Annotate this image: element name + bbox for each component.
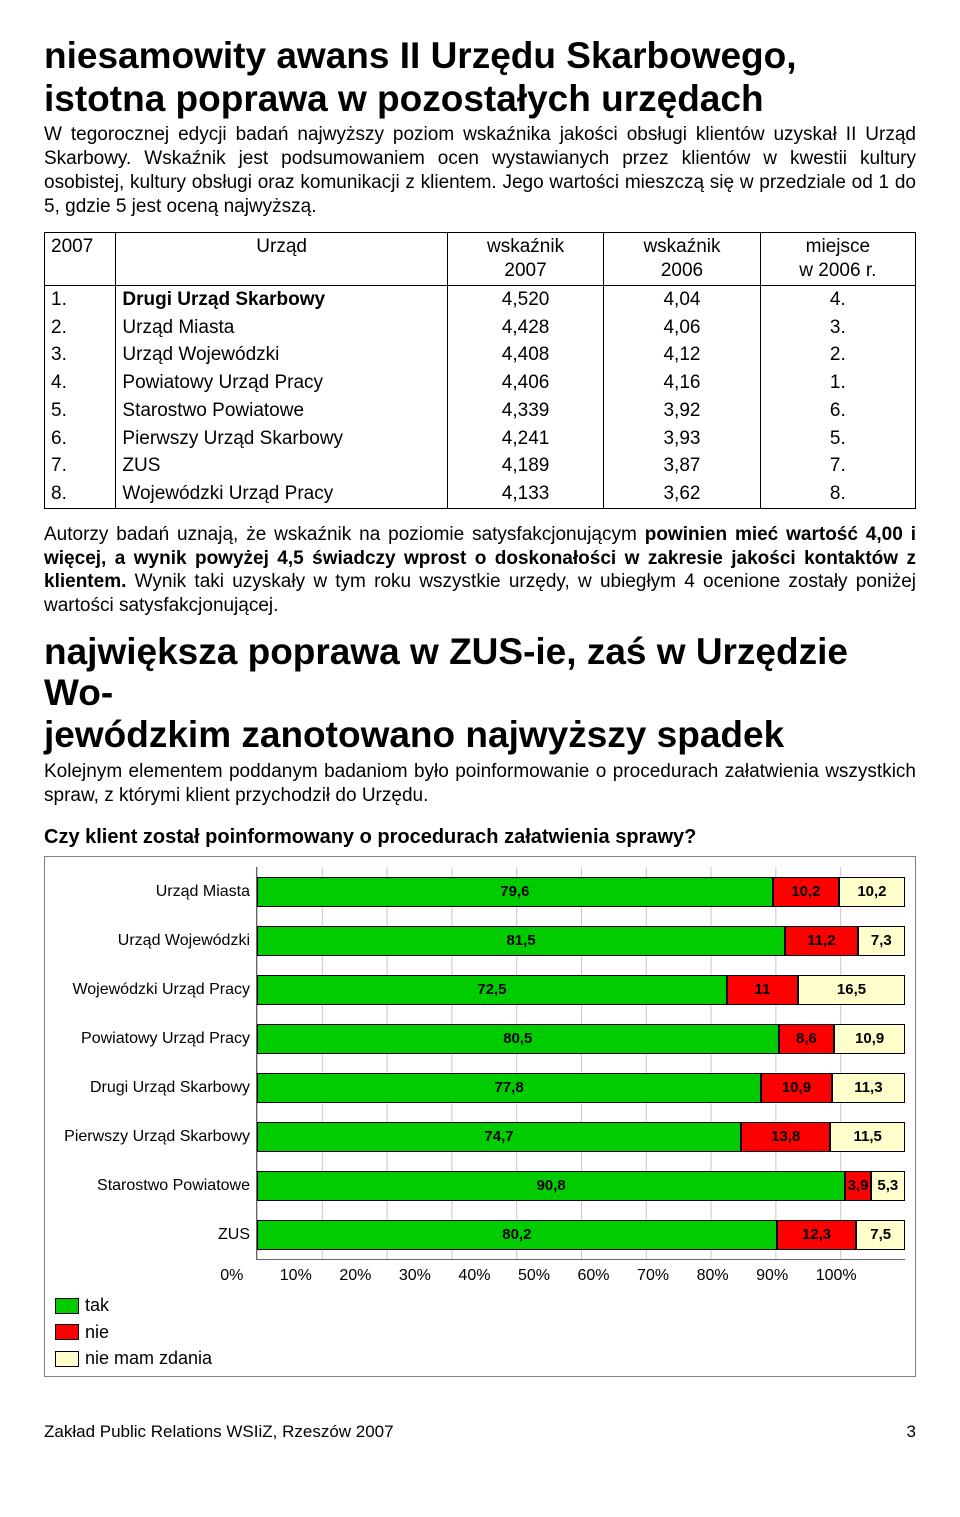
chart-bar: 90,83,95,3 [257,1171,905,1201]
table-row: 8.Wojewódzki Urząd Pracy4,1333,628. [45,480,916,508]
page-footer: Zakład Public Relations WSIiZ, Rzeszów 2… [44,1421,916,1442]
table-row: 5.Starostwo Powiatowe4,3393,926. [45,397,916,425]
heading-1-line2: istotna poprawa w pozostałych urzędach [44,79,916,120]
legend-swatch [55,1298,79,1314]
chart-question: Czy klient został poinformowany o proced… [44,825,916,850]
table-header: 2007 Urząd wskaźnik 2007 wskaźnik 2006 m… [45,233,916,286]
chart-x-tick: 30% [399,1266,459,1286]
ranking-table: 2007 Urząd wskaźnik 2007 wskaźnik 2006 m… [44,232,916,509]
chart-category-label: ZUS [218,1210,250,1259]
th-year: 2007 [45,233,116,286]
chart-category-label: Wojewódzki Urząd Pracy [72,965,250,1014]
th-index-2007: wskaźnik 2007 [447,233,603,286]
chart-bar-segment: 11 [727,975,798,1005]
legend-label: nie mam zdania [85,1347,212,1370]
chart-legend-item: nie mam zdania [55,1347,905,1370]
legend-swatch [55,1351,79,1367]
chart-bar: 74,713,811,5 [257,1122,905,1152]
heading-1-line1: niesamowity awans II Urzędu Skarbowego, [44,36,916,77]
table-row: 3.Urząd Wojewódzki4,4084,122. [45,341,916,369]
chart-bar-segment: 10,9 [834,1024,905,1054]
chart-bar-segment: 72,5 [257,975,727,1005]
chart-bar-segment: 80,5 [257,1024,779,1054]
chart-bar-segment: 13,8 [741,1122,830,1152]
legend-label: tak [85,1294,109,1317]
chart-bar: 80,212,37,5 [257,1220,905,1250]
chart-category-label: Urząd Miasta [156,867,250,916]
chart-x-tick: 90% [756,1266,816,1286]
chart-bar-segment: 16,5 [798,975,905,1005]
th-index-2006: wskaźnik 2006 [604,233,760,286]
paragraph-1: W tegorocznej edycji badań najwyższy poz… [44,123,916,218]
chart-x-tick: 60% [578,1266,638,1286]
chart-x-tick: 20% [339,1266,399,1286]
chart-legend-item: nie [55,1321,905,1344]
chart-bar-segment: 10,2 [839,877,905,907]
chart-bar: 79,610,210,2 [257,877,905,907]
chart-bar-segment: 11,5 [830,1122,905,1152]
paragraph-2: Autorzy badań uznają, że wskaźnik na poz… [44,523,916,618]
chart-bar: 81,511,27,3 [257,926,905,956]
chart-bar-segment: 12,3 [777,1220,857,1250]
footer-page-number: 3 [907,1421,916,1442]
paragraph-3: Kolejnym elementem poddanym badaniom był… [44,760,916,808]
chart-bar-segment: 81,5 [257,926,785,956]
chart-plot-area: 79,610,210,281,511,27,372,51116,580,58,6… [256,867,905,1260]
chart-legend: tak nie nie mam zdania [55,1294,905,1370]
chart-x-tick: 40% [458,1266,518,1286]
chart-bar-segment: 10,9 [761,1073,832,1103]
chart-bar-segment: 77,8 [257,1073,761,1103]
chart-bar-segment: 5,3 [871,1171,905,1201]
chart-bar: 77,810,911,3 [257,1073,905,1103]
chart-bar: 80,58,610,9 [257,1024,905,1054]
chart-x-tick: 70% [637,1266,697,1286]
table-row: 7.ZUS4,1893,877. [45,452,916,480]
heading-2-line2: jewódzkim zanotowano najwyższy spadek [44,715,916,756]
chart-x-tick: 100% [816,1266,876,1286]
chart-category-label: Starostwo Powiatowe [97,1161,250,1210]
table-row: 2.Urząd Miasta4,4284,063. [45,314,916,342]
chart-bar-segment: 80,2 [257,1220,777,1250]
chart-y-labels: Urząd MiastaUrząd WojewódzkiWojewódzki U… [55,867,256,1259]
chart-category-label: Drugi Urząd Skarbowy [90,1063,250,1112]
chart-bar-segment: 11,3 [832,1073,905,1103]
chart-bar-segment: 7,3 [858,926,905,956]
chart-bar-segment: 8,6 [779,1024,835,1054]
th-place-2006: miejsce w 2006 r. [760,233,915,286]
chart-x-tick: 0% [220,1266,280,1286]
chart-bar-segment: 90,8 [257,1171,845,1201]
footer-source: Zakład Public Relations WSIiZ, Rzeszów 2… [44,1421,394,1442]
chart-bar-segment: 10,2 [773,877,839,907]
chart-x-tick: 50% [518,1266,578,1286]
table-row: 4.Powiatowy Urząd Pracy4,4064,161. [45,369,916,397]
heading-2-line1: największa poprawa w ZUS-ie, zaś w Urzęd… [44,632,916,713]
legend-swatch [55,1324,79,1340]
legend-label: nie [85,1321,109,1344]
chart-bar-segment: 7,5 [856,1220,905,1250]
chart-category-label: Pierwszy Urząd Skarbowy [64,1112,250,1161]
procedures-chart: Urząd MiastaUrząd WojewódzkiWojewódzki U… [44,856,916,1377]
chart-x-axis: 0%10%20%30%40%50%60%70%80%90%100% [250,1266,905,1286]
chart-legend-item: tak [55,1294,905,1317]
chart-bar-segment: 79,6 [257,877,773,907]
chart-bar-segment: 74,7 [257,1122,741,1152]
table-row: 1.Drugi Urząd Skarbowy4,5204,044. [45,285,916,313]
chart-bar: 72,51116,5 [257,975,905,1005]
table-row: 6.Pierwszy Urząd Skarbowy4,2413,935. [45,425,916,453]
chart-category-label: Urząd Wojewódzki [118,916,250,965]
chart-bar-segment: 3,9 [845,1171,870,1201]
chart-bar-segment: 11,2 [785,926,858,956]
chart-x-tick: 10% [280,1266,340,1286]
chart-category-label: Powiatowy Urząd Pracy [81,1014,250,1063]
chart-x-tick: 80% [697,1266,757,1286]
th-office: Urząd [116,233,447,286]
